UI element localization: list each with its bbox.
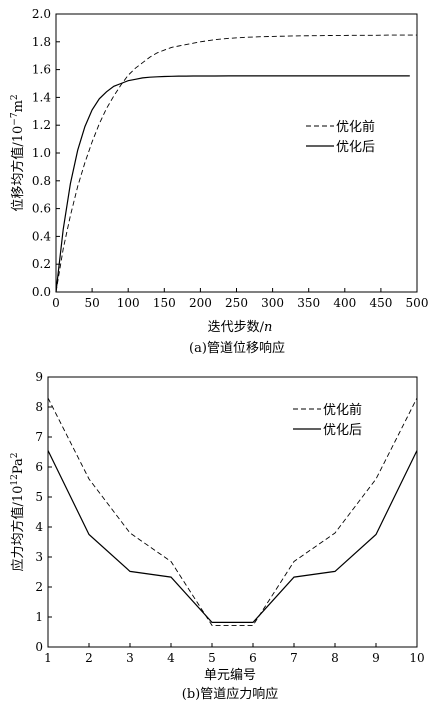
y-tick-label: 4: [35, 520, 43, 534]
chart-a-xlabel: 迭代步数/n: [208, 320, 273, 335]
x-tick-label: 250: [225, 296, 248, 310]
x-tick-label: 400: [333, 296, 356, 310]
legend-label-1: 优化前: [323, 402, 362, 418]
y-tick-label: 8: [35, 400, 43, 414]
y-tick-label: 5: [35, 490, 43, 504]
y-tick-label: 0.8: [32, 174, 51, 188]
y-tick-label: 6: [35, 460, 43, 474]
x-tick-label: 6: [249, 651, 257, 665]
y-tick-label: 0.4: [32, 229, 51, 243]
x-tick-label: 9: [372, 651, 380, 665]
chart-displacement: 0 50 100 150 200 250 300 350 400 450 500 0.0 0.2 0.4 0…: [32, 7, 429, 310]
x-tick-label: 8: [331, 651, 339, 665]
x-tick-label: 2: [85, 651, 93, 665]
x-tick-label: 300: [261, 296, 284, 310]
x-tick-label: 100: [117, 296, 140, 310]
y-tick-label: 0.2: [32, 257, 51, 271]
x-tick-label: 4: [167, 651, 175, 665]
series-line-2: [47, 450, 418, 623]
x-tick-label: 5: [208, 651, 216, 665]
chart-a-caption: (a)管道位移响应: [189, 340, 285, 356]
plot-frame: [47, 376, 418, 648]
x-tick-label: 7: [290, 651, 298, 665]
x-tick-label: 1: [44, 651, 52, 665]
series-line-2: [55, 75, 410, 293]
x-tick-label: 10: [409, 651, 424, 665]
y-tick-label: 1.4: [32, 90, 51, 104]
y-tick-label: 0.0: [32, 285, 51, 299]
x-tick-label: 150: [153, 296, 176, 310]
legend-label-1: 优化前: [336, 119, 375, 135]
legend-label-2: 优化后: [336, 140, 375, 155]
chart-b-ylabel: 应力均方值/1012Pa2: [10, 452, 26, 571]
y-tick-label: 9: [35, 370, 43, 384]
y-tick-label: 0.6: [32, 202, 51, 216]
y-tick-label: 3: [35, 550, 43, 564]
series-line-1: [47, 397, 418, 626]
y-tick-label: 2.0: [32, 7, 51, 21]
y-tick-label: 1.6: [32, 63, 51, 77]
x-tick-label: 200: [189, 296, 212, 310]
x-tick-label: 500: [406, 296, 429, 310]
y-tick-label: 1.8: [32, 35, 51, 49]
chart-b-xlabel: 单元编号: [204, 668, 256, 683]
legend-label-2: 优化后: [323, 423, 362, 438]
x-tick-label: 450: [369, 296, 392, 310]
x-tick-label: 50: [84, 296, 99, 310]
y-tick-label: 2: [35, 580, 43, 594]
x-tick-label: 0: [52, 296, 60, 310]
y-tick-label: 1: [35, 610, 43, 624]
chart-b-caption: (b)管道应力响应: [182, 686, 278, 702]
series-line-1: [55, 34, 417, 293]
x-tick-label: 350: [297, 296, 320, 310]
chart-a-ylabel: 位移均方值/10−7m2: [10, 94, 26, 211]
y-tick-label: 1.0: [32, 146, 51, 160]
y-tick-label: 0: [35, 640, 43, 654]
x-tick-label: 3: [126, 651, 134, 665]
y-tick-label: 7: [35, 430, 43, 444]
y-tick-label: 1.2: [32, 118, 51, 132]
